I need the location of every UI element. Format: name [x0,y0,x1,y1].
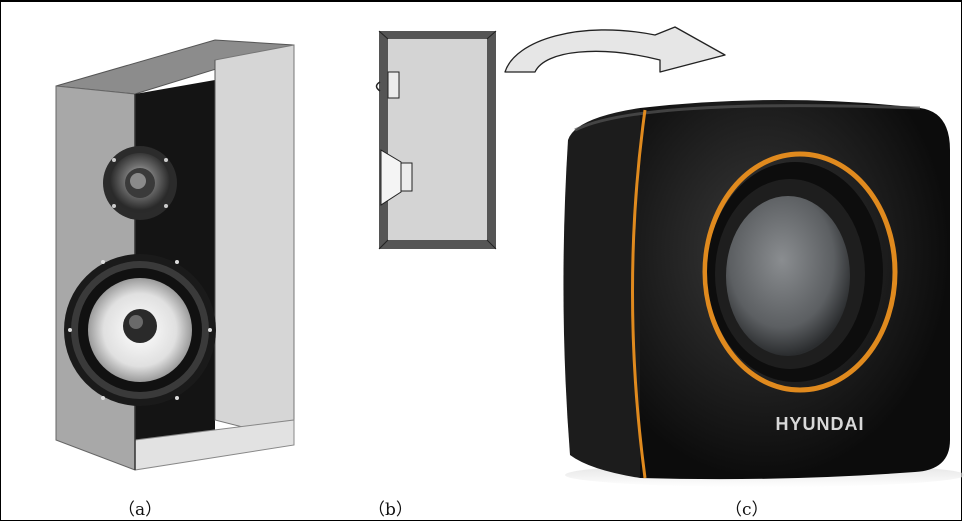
enclosure-inner [388,39,487,240]
tweeter [103,146,177,220]
caption-c: （c） [725,500,769,520]
driver-orange-ring [702,151,898,393]
product-left-face [563,108,640,478]
cabinet-right-side [214,44,295,441]
caption-a: （a） [118,500,163,520]
tweeter-section [375,71,400,99]
caption-b: （b） [368,500,413,520]
curved-arrow [504,26,726,73]
orange-accent-stripe [631,109,647,479]
brand-label: HYUNDAI [775,414,864,434]
woofer-section [380,149,413,206]
panel-a-speaker-cabinet [55,39,295,471]
panel-c-product-photo: HYUNDAI [563,100,964,487]
panel-b-cross-section [375,26,726,250]
woofer [64,254,216,406]
driver-cone [726,196,850,356]
